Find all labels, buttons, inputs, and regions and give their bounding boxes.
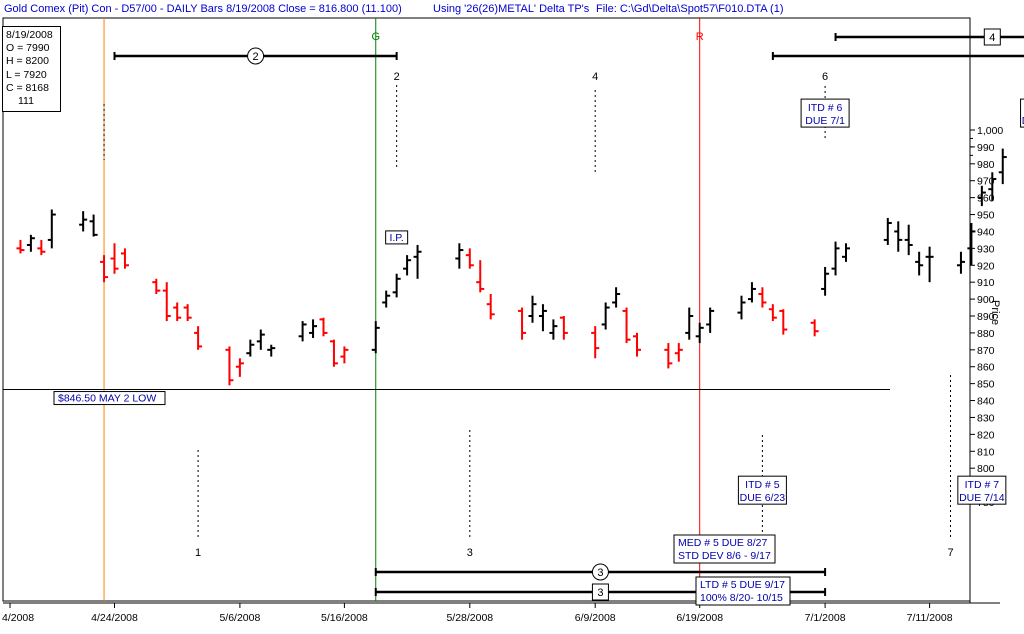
- y-tick-label: 810: [977, 446, 995, 458]
- x-tick-label: 6/9/2008: [575, 612, 616, 624]
- y-tick-label: 930: [977, 243, 995, 255]
- x-tick-label: 5/6/2008: [219, 612, 260, 624]
- chart-header: Gold Comex (Pit) Con - D57/00 - DAILY Ba…: [0, 0, 1024, 18]
- itd-label-text: DUE 6/23: [740, 492, 786, 504]
- y-tick-label: 840: [977, 396, 995, 408]
- x-tick-label: 4/2008: [2, 612, 34, 624]
- ohlc-readout: 8/19/2008 O = 7990 H = 8200 L = 7920 C =…: [2, 26, 61, 113]
- cycle-count-top: 6: [822, 71, 828, 83]
- itd-label-box: [1020, 98, 1024, 128]
- y-tick-label: 870: [977, 345, 995, 357]
- y-tick-label: 800: [977, 463, 995, 475]
- ohlc-low: L = 7920: [6, 68, 47, 81]
- y-tick-label: 1,000: [977, 125, 1003, 137]
- timing-range-marker-circle: [591, 563, 609, 581]
- itd-label-box: [957, 475, 1007, 505]
- med-cycle-box: [673, 534, 776, 564]
- y-tick-label: 900: [977, 294, 995, 306]
- y-tick-label: 910: [977, 277, 995, 289]
- x-tick-label: 4/24/2008: [91, 612, 138, 624]
- y-tick-label: 940: [977, 226, 995, 238]
- y-tick-label: 850: [977, 379, 995, 391]
- timing-range-marker-square: [983, 28, 1001, 46]
- ltd-cycle-box: [695, 576, 791, 606]
- itd-label-box: [737, 475, 787, 505]
- data-file: File: C:\Gd\Delta\Spot57\F010.DTA (1): [596, 3, 784, 15]
- y-tick-label: 820: [977, 429, 995, 441]
- y-tick-label: 970: [977, 176, 995, 188]
- support-line-label-box: [53, 391, 166, 406]
- itd-label-text: ITD # 7: [965, 479, 1000, 491]
- x-tick-label: 6/19/2008: [676, 612, 723, 624]
- y-axis-title: Price: [989, 300, 1001, 326]
- timing-range-marker-label: 2: [253, 51, 259, 63]
- cycle-count-bottom: 3: [467, 547, 473, 559]
- y-tick-label: 830: [977, 412, 995, 424]
- med-cycle-label: MED # 5 DUE 8/27: [678, 537, 767, 549]
- cycle-count-bottom: 1: [195, 547, 201, 559]
- itd-label-text: ITD # 5: [745, 479, 780, 491]
- timing-range-marker-circle: [247, 47, 265, 65]
- x-tick-label: 5/28/2008: [446, 612, 493, 624]
- itd-label-text: DUE 7/1: [805, 115, 845, 127]
- ohlc-date: 8/19/2008: [6, 29, 53, 41]
- cycle-line-label: R: [696, 31, 704, 43]
- y-tick-label: 880: [977, 328, 995, 340]
- ohlc-count: 111: [18, 95, 34, 108]
- itd-label-text: DUE 7/14: [959, 492, 1005, 504]
- chart-title: Gold Comex (Pit) Con - D57/00 - DAILY Ba…: [4, 3, 402, 15]
- inversion-point-label: I.P.: [389, 232, 403, 244]
- x-tick-label: 7/11/2008: [907, 612, 953, 624]
- cycle-count-bottom: 7: [947, 547, 953, 559]
- delta-template: Using '26(26)METAL' Delta TP's: [433, 3, 590, 15]
- timing-range-marker-label: 3: [597, 587, 603, 599]
- y-tick-label: 960: [977, 193, 995, 205]
- ohlc-open: O = 7990: [6, 42, 50, 55]
- y-tick-label: 950: [977, 210, 995, 222]
- ltd-cycle-label: 100% 8/20- 10/15: [700, 592, 783, 604]
- x-tick-label: 5/16/2008: [321, 612, 368, 624]
- ltd-cycle-label: LTD # 5 DUE 9/17: [700, 579, 785, 591]
- timing-range-marker-label: 3: [597, 567, 603, 579]
- y-tick-label: 990: [977, 142, 995, 154]
- cycle-count-top: 2: [394, 71, 400, 83]
- support-line-label: $846.50 MAY 2 LOW: [58, 393, 156, 405]
- med-cycle-label: STD DEV 8/6 - 9/17: [678, 550, 771, 562]
- ohlc-close: C = 8168: [6, 81, 49, 94]
- itd-label-box: [800, 98, 850, 128]
- y-tick-label: 860: [977, 362, 995, 374]
- itd-label-text: DUE 7/22: [1022, 115, 1024, 127]
- y-tick-label: 920: [977, 260, 995, 272]
- y-tick-label: 890: [977, 311, 995, 323]
- timing-range-marker-square: [591, 583, 609, 601]
- inversion-point-box: [385, 230, 409, 245]
- cycle-line-label: G: [371, 31, 380, 43]
- cycle-count-top: 4: [592, 71, 598, 83]
- y-tick-label: 980: [977, 159, 995, 171]
- timing-range-marker-label: 4: [989, 32, 995, 44]
- itd-label-text: ITD # 6: [808, 102, 843, 114]
- x-tick-label: 7/1/2008: [805, 612, 846, 624]
- ohlc-high: H = 8200: [6, 55, 49, 68]
